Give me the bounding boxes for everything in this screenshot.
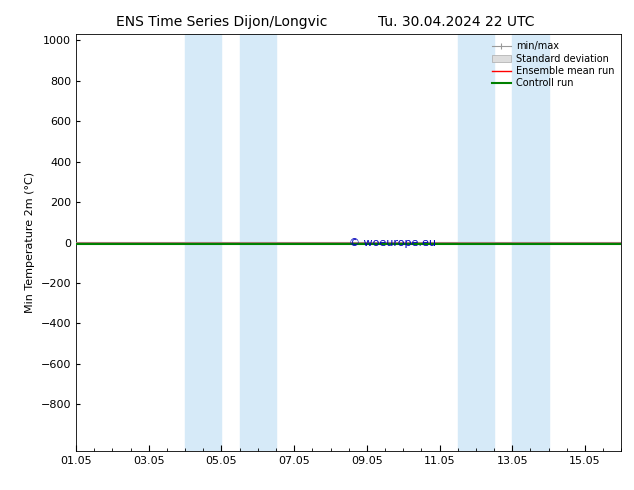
Text: Tu. 30.04.2024 22 UTC: Tu. 30.04.2024 22 UTC <box>378 15 534 29</box>
Bar <box>458 34 494 451</box>
Bar <box>240 34 276 451</box>
Text: © woeurope.eu: © woeurope.eu <box>349 238 436 247</box>
Bar <box>512 34 548 451</box>
Legend: min/max, Standard deviation, Ensemble mean run, Controll run: min/max, Standard deviation, Ensemble me… <box>489 39 616 90</box>
Text: ENS Time Series Dijon/Longvic: ENS Time Series Dijon/Longvic <box>116 15 328 29</box>
Bar <box>185 34 221 451</box>
Y-axis label: Min Temperature 2m (°C): Min Temperature 2m (°C) <box>25 172 35 313</box>
